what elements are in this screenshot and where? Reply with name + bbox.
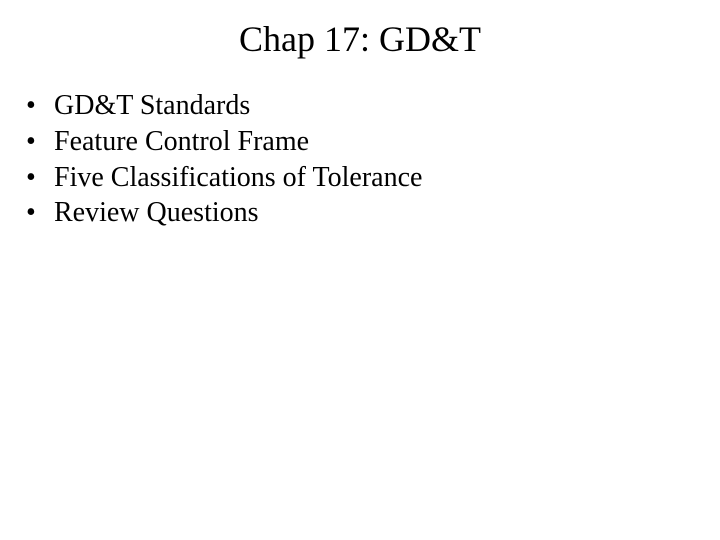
slide-title: Chap 17: GD&T (0, 0, 720, 60)
list-item: • Feature Control Frame (26, 124, 720, 160)
bullet-icon: • (26, 160, 54, 196)
bullet-text: Review Questions (54, 195, 720, 231)
list-item: • Five Classifications of Tolerance (26, 160, 720, 196)
bullet-icon: • (26, 88, 54, 124)
list-item: • Review Questions (26, 195, 720, 231)
slide: Chap 17: GD&T • GD&T Standards • Feature… (0, 0, 720, 540)
bullet-list: • GD&T Standards • Feature Control Frame… (0, 88, 720, 231)
bullet-text: GD&T Standards (54, 88, 720, 124)
bullet-icon: • (26, 124, 54, 160)
list-item: • GD&T Standards (26, 88, 720, 124)
bullet-icon: • (26, 195, 54, 231)
bullet-text: Five Classifications of Tolerance (54, 160, 720, 196)
bullet-text: Feature Control Frame (54, 124, 720, 160)
